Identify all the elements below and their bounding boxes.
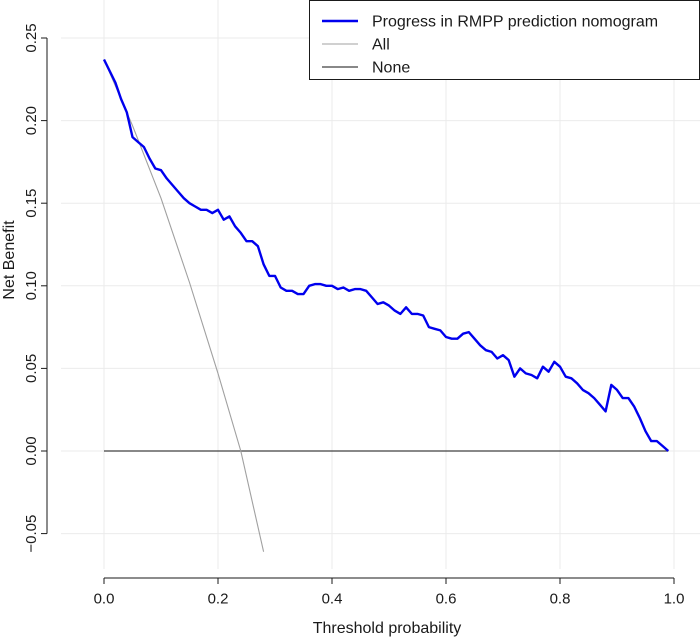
legend-label-2: All <box>372 37 390 54</box>
y-tick-label: 0.10 <box>23 271 40 300</box>
y-tick-label: 0.05 <box>23 354 40 383</box>
x-axis-ticks: 0.0 0.2 0.4 0.6 0.8 1.0 <box>94 578 685 607</box>
legend: Progress in RMPP prediction nomogram All N… <box>309 0 700 80</box>
x-tick-label: 0.2 <box>208 590 229 607</box>
x-tick-label: 0.8 <box>550 590 571 607</box>
legend-label-1: Progress in RMPP prediction nomogram <box>372 14 658 31</box>
axes <box>46 38 674 579</box>
y-axis-title: Net Benefit <box>1 220 18 300</box>
x-tick-label: 0.0 <box>94 590 115 607</box>
y-tick-label: 0.25 <box>23 23 40 52</box>
x-tick-label: 0.4 <box>322 590 343 607</box>
grid-lines <box>61 0 700 569</box>
x-tick-label: 0.6 <box>436 590 457 607</box>
y-tick-label: 0.00 <box>23 436 40 465</box>
series-line-2 <box>103 59 265 552</box>
y-tick-label: −0.05 <box>23 515 40 553</box>
series-line-1 <box>102 58 670 452</box>
x-tick-label: 1.0 <box>664 590 685 607</box>
series-lines <box>102 58 670 552</box>
legend-box <box>309 0 700 80</box>
y-axis-ticks: −0.05 0.00 0.05 0.10 0.15 0.20 0.25 <box>23 23 47 553</box>
y-tick-label: 0.15 <box>23 189 40 218</box>
legend-label-3: None <box>372 60 410 77</box>
y-tick-label: 0.20 <box>23 106 40 135</box>
x-axis-title: Threshold probability <box>313 620 462 637</box>
